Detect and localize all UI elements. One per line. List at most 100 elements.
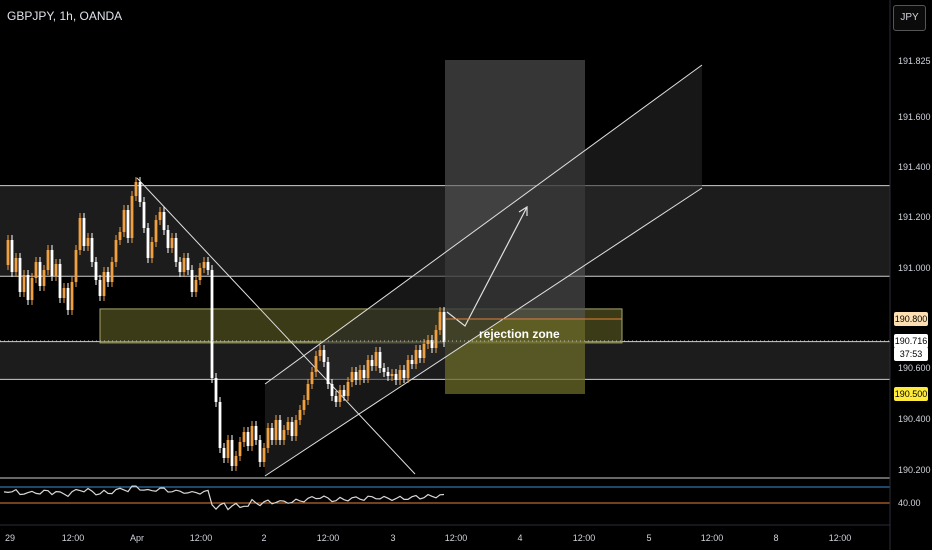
candle-body: [266, 428, 270, 448]
candles: [6, 177, 446, 471]
candle-body: [398, 370, 402, 380]
candle-body: [402, 370, 406, 378]
candle-body: [202, 262, 206, 268]
drawings: [136, 64, 703, 477]
candle-body: [382, 368, 386, 372]
downtrend-line: [136, 177, 416, 475]
candle-body: [378, 352, 382, 368]
candle-body: [70, 282, 74, 310]
candle-body: [318, 350, 322, 356]
candle-body: [406, 360, 410, 378]
candle-body: [150, 242, 154, 258]
overlay: [0, 318, 890, 342]
candle-body: [386, 372, 390, 376]
candle-body: [350, 372, 354, 382]
candle-body: [86, 238, 90, 246]
candle-body: [82, 218, 86, 246]
zones: [0, 60, 890, 394]
candle-body: [118, 232, 122, 240]
candle-body: [142, 202, 146, 228]
candle-body: [374, 352, 378, 366]
candle-body: [422, 344, 426, 358]
y-tick: 190.600: [898, 363, 931, 373]
rejection-zone-label: rejection zone: [479, 327, 560, 341]
candle-body: [106, 272, 110, 282]
candle-body: [210, 270, 214, 378]
symbol-title[interactable]: GBPJPY, 1h, OANDA: [7, 9, 123, 23]
candle-body: [114, 240, 118, 262]
candle-body: [346, 382, 350, 396]
candle-body: [262, 448, 266, 462]
candle-body: [306, 384, 310, 400]
candle-body: [418, 350, 422, 358]
projection-arrow-head: [518, 205, 528, 216]
x-tick: 12:00: [828, 533, 852, 543]
candle-body: [214, 378, 218, 402]
candle-body: [30, 278, 34, 300]
candle-body: [294, 420, 298, 436]
candle-body: [110, 262, 114, 282]
support-price-badge: 190.500: [894, 387, 928, 401]
y-tick: 191.200: [898, 212, 931, 222]
candle-body: [158, 212, 162, 220]
candle-body: [154, 220, 158, 242]
candle-body: [334, 396, 338, 402]
candle-body: [286, 422, 290, 430]
candle-body: [186, 258, 190, 270]
candle-body: [230, 440, 234, 466]
candle-body: [34, 262, 38, 278]
x-tick: 12:00: [444, 533, 468, 543]
x-tick: 12:00: [572, 533, 596, 543]
x-tick: Apr: [129, 533, 145, 543]
candle-body: [302, 400, 306, 410]
candle-body: [134, 182, 138, 196]
candle-body: [242, 432, 246, 442]
candle-body: [22, 275, 26, 292]
candle-body: [66, 288, 70, 310]
candle-body: [98, 280, 102, 296]
candle-body: [226, 440, 230, 458]
candle-body: [238, 442, 242, 456]
candle-body: [394, 374, 398, 380]
candle-body: [74, 250, 78, 282]
resistance-price-badge: 190.800: [894, 312, 928, 326]
candle-body: [254, 426, 258, 440]
candle-body: [162, 212, 166, 230]
y-tick: 191.600: [898, 112, 931, 122]
candle-body: [26, 275, 30, 300]
candle-body: [354, 372, 358, 380]
candle-body: [190, 270, 194, 292]
rsi-pane: [0, 477, 890, 511]
candle-body: [18, 258, 22, 292]
y-tick: 190.200: [898, 465, 931, 475]
candle-body: [102, 272, 106, 296]
candle-body: [38, 262, 42, 286]
candle-body: [126, 210, 130, 238]
currency-button[interactable]: JPY: [893, 5, 926, 31]
candle-body: [42, 270, 46, 286]
candle-body: [178, 262, 182, 272]
candle-body: [58, 264, 62, 298]
x-tick: 12:00: [189, 533, 213, 543]
candle-body: [342, 390, 346, 396]
candle-body: [290, 422, 294, 436]
x-tick: 12:00: [700, 533, 724, 543]
x-tick: 12:00: [61, 533, 85, 543]
candle-body: [270, 428, 274, 440]
candle-body: [50, 250, 54, 276]
candle-body: [438, 312, 442, 330]
candle-body: [338, 390, 342, 402]
x-tick: 12:00: [316, 533, 340, 543]
candle-body: [94, 262, 98, 280]
x-tick: 29: [4, 533, 16, 543]
candle-body: [410, 360, 414, 364]
candle-body: [6, 240, 10, 265]
candle-body: [430, 340, 434, 348]
candle-body: [46, 250, 50, 270]
candle-body: [146, 228, 150, 258]
last-price-badge: 190.716: [894, 334, 928, 348]
channel-lower-line: [264, 187, 703, 477]
x-tick: 2: [261, 533, 267, 543]
rsi-line: [3, 485, 445, 511]
